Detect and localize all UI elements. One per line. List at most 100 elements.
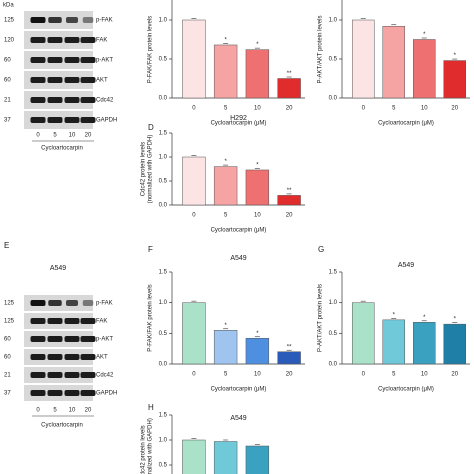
chart-title: A549 <box>398 262 414 269</box>
y-tick-label: 1.0 <box>159 18 168 24</box>
blot-band <box>80 336 96 342</box>
panel-letter: G <box>318 245 324 254</box>
y-axis-label: P-FAK/FAK protein levels <box>148 16 154 83</box>
protein-label: GAPDH <box>96 118 117 124</box>
bar <box>277 78 301 99</box>
x-axis-label: Cycloartocarpin (μM) <box>211 121 267 127</box>
x-axis-label: Cycloartocarpin (μM) <box>378 121 434 127</box>
blot-band <box>64 37 80 43</box>
significance: * <box>454 317 457 323</box>
protein-label: p-FAK <box>96 301 113 307</box>
dose-label: 20 <box>85 408 92 414</box>
blot-band <box>80 390 96 396</box>
kda-label: 125 <box>4 18 15 24</box>
panel-letter: D <box>148 123 154 132</box>
protein-label: FAK <box>96 38 107 44</box>
bar <box>443 60 466 99</box>
dose-label: 5 <box>53 408 57 414</box>
blot-band <box>30 17 46 23</box>
significance: ** <box>287 344 292 350</box>
blot-band <box>80 318 96 324</box>
y-tick-label: 0.5 <box>159 463 168 469</box>
blot-band <box>30 390 46 396</box>
kda-label: 60 <box>4 78 11 84</box>
bar <box>182 19 206 99</box>
dose-label: 5 <box>53 133 57 139</box>
bar <box>277 351 301 365</box>
blot-band <box>82 300 94 306</box>
blot-band <box>64 117 80 123</box>
significance: * <box>256 163 259 169</box>
bar <box>245 169 270 206</box>
bar <box>245 337 270 365</box>
x-tick-label: 5 <box>224 372 228 378</box>
blot-band <box>66 17 78 23</box>
blot-band <box>80 57 96 63</box>
significance: * <box>423 32 426 38</box>
blot-band <box>66 300 78 306</box>
bar <box>213 330 238 365</box>
x-tick-label: 20 <box>451 106 458 112</box>
bar <box>182 439 206 474</box>
kda-label: 37 <box>4 118 11 124</box>
y-axis-label: Cdc42 protein levels <box>141 142 147 196</box>
significance: * <box>256 42 259 48</box>
blot-band <box>30 57 46 63</box>
blot-band <box>30 318 46 324</box>
blot-band <box>47 57 63 63</box>
blot-band <box>47 336 63 342</box>
blot-band <box>48 17 62 23</box>
y-axis-label: P-AKT/AKT protein levels <box>318 284 324 352</box>
x-tick-label: 10 <box>254 372 261 378</box>
x-tick-label: 20 <box>286 213 293 219</box>
dose-label: 10 <box>69 408 76 414</box>
bar <box>245 49 270 99</box>
panel-letter: E <box>4 241 9 250</box>
blot-band <box>47 390 63 396</box>
blot-title: A549 <box>50 265 66 272</box>
bar <box>182 156 206 206</box>
bar <box>213 166 238 206</box>
y-tick-label: 0.5 <box>159 57 168 63</box>
protein-label: FAK <box>96 319 107 325</box>
y-tick-label: 1.0 <box>159 438 168 444</box>
x-tick-label: 0 <box>362 372 366 378</box>
dose-label: 0 <box>36 133 40 139</box>
protein-label: AKT <box>96 355 108 361</box>
blot-band <box>47 77 63 83</box>
significance: * <box>224 38 227 44</box>
blot-band <box>30 336 46 342</box>
blot-band <box>30 37 46 43</box>
y-tick-label: 0.5 <box>159 331 168 337</box>
blot-band <box>48 300 62 306</box>
y-tick-label: 1.0 <box>159 300 168 306</box>
blot-band <box>30 300 46 306</box>
panel-letter: H <box>148 403 154 412</box>
dose-label: 0 <box>36 408 40 414</box>
x-tick-label: 10 <box>421 106 428 112</box>
blot-band <box>47 372 63 378</box>
kda-label: 120 <box>4 38 15 44</box>
x-tick-label: 5 <box>224 106 228 112</box>
x-tick-label: 20 <box>451 372 458 378</box>
y-tick-label: 1.5 <box>329 270 338 276</box>
significance: ** <box>287 71 292 77</box>
chart-title: A549 <box>230 255 246 262</box>
blot-band <box>64 57 80 63</box>
blot-band <box>47 117 63 123</box>
blot-band <box>80 117 96 123</box>
y-tick-label: 0.0 <box>159 362 168 368</box>
significance: * <box>393 312 396 318</box>
blot-band <box>64 372 80 378</box>
bar <box>277 195 301 206</box>
bar <box>245 445 270 474</box>
y-tick-label: 1.5 <box>159 131 168 137</box>
blot-band <box>30 354 46 360</box>
blot-band <box>64 97 80 103</box>
x-tick-label: 20 <box>286 372 293 378</box>
significance: * <box>454 53 457 59</box>
blot-band <box>64 354 80 360</box>
bar <box>213 441 238 474</box>
y-tick-label: 0.0 <box>329 362 338 368</box>
blot-band <box>47 318 63 324</box>
